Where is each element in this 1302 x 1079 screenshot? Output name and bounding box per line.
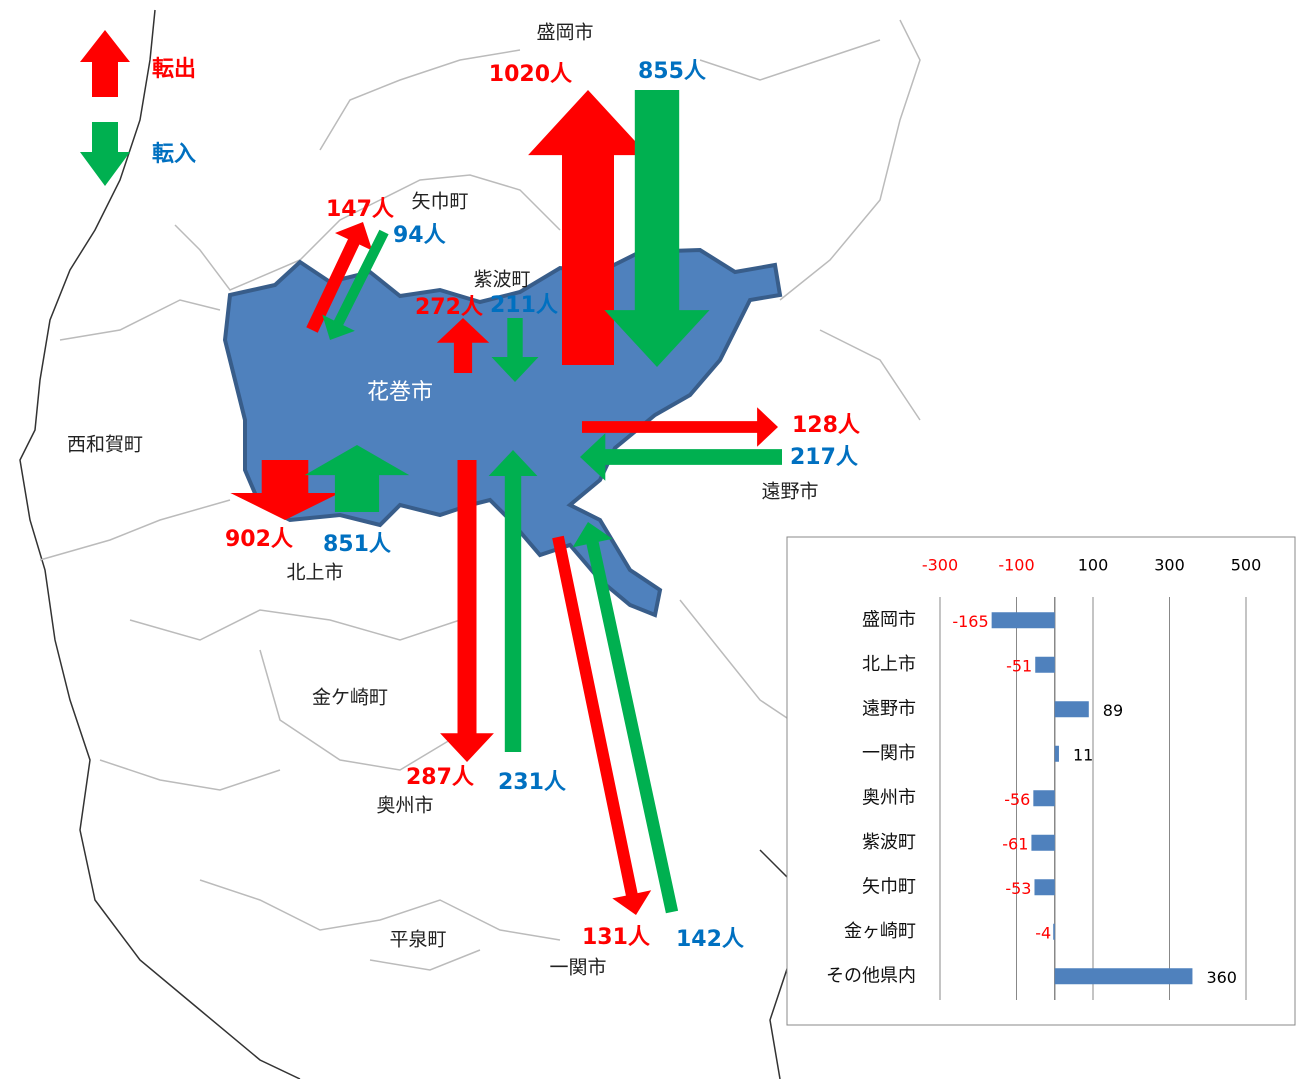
bar	[991, 612, 1055, 629]
out-label: 1020人	[489, 62, 572, 87]
value-label: 89	[1103, 701, 1123, 720]
x-tick-label: 300	[1154, 556, 1185, 575]
place-name: 遠野市	[761, 481, 818, 503]
out-label: 902人	[225, 527, 293, 552]
category-label: 遠野市	[862, 698, 916, 719]
value-label: -56	[1004, 790, 1030, 809]
value-label: -51	[1006, 656, 1032, 675]
out-label: 147人	[326, 197, 394, 222]
x-tick-label: 100	[1078, 556, 1109, 575]
in-label: 851人	[323, 532, 391, 557]
bar-chart: -300 -100 100 300 500 盛岡市 -165 北上市 -51 遠野市 89 一関市 11…	[826, 556, 1262, 1000]
legend-out-arrow	[80, 30, 130, 97]
bar	[1035, 656, 1055, 673]
bar	[1054, 745, 1059, 762]
x-tick-label: 500	[1231, 556, 1262, 575]
x-tick-label: -100	[998, 556, 1034, 575]
x-tick-label: -300	[922, 556, 958, 575]
in-arrow	[304, 445, 410, 512]
category-label: 盛岡市	[862, 609, 916, 630]
out-label: 272人	[415, 295, 483, 320]
value-label: -4	[1035, 923, 1051, 942]
boundaries	[19, 9, 921, 1079]
in-label: 94人	[393, 223, 446, 248]
in-arrow	[491, 318, 539, 382]
in-label: 231人	[498, 770, 566, 795]
in-label: 855人	[638, 59, 706, 84]
out-label: 287人	[406, 765, 474, 790]
out-arrow	[436, 318, 490, 373]
in-label: 211人	[490, 293, 558, 318]
in-arrow	[580, 433, 782, 481]
bar	[1054, 968, 1193, 985]
in-arrow	[572, 522, 679, 914]
place-name: 盛岡市	[536, 22, 593, 44]
out-label: 131人	[582, 925, 650, 950]
value-label: 360	[1206, 968, 1237, 987]
category-label: 奥州市	[862, 787, 916, 808]
category-label: 一関市	[862, 743, 916, 764]
place-name: 紫波町	[473, 269, 530, 291]
place-name: 北上市	[286, 562, 343, 584]
category-label: その他県内	[826, 965, 916, 986]
in-arrow	[488, 450, 538, 752]
place-name: 奥州市	[376, 795, 433, 817]
bar	[1054, 701, 1089, 718]
legend-in-arrow	[80, 122, 130, 186]
place-name: 矢巾町	[411, 191, 468, 213]
out-arrow	[528, 90, 648, 365]
out-arrow	[552, 535, 652, 915]
bar	[1034, 879, 1055, 896]
out-arrow	[230, 460, 340, 520]
value-label: 11	[1073, 745, 1093, 764]
in-arrow	[322, 229, 389, 340]
value-label: -61	[1002, 834, 1028, 853]
in-label: 142人	[676, 927, 744, 952]
category-label: 矢巾町	[862, 876, 916, 897]
out-label: 128人	[792, 413, 860, 438]
value-label: -53	[1005, 879, 1031, 898]
legend-in-label: 転入	[152, 141, 196, 167]
bar	[1031, 834, 1055, 851]
in-arrow	[604, 90, 710, 367]
legend: 転出 転入	[80, 30, 196, 186]
city-name: 花巻市	[367, 380, 433, 405]
category-label: 紫波町	[862, 832, 916, 853]
place-name: 平泉町	[389, 929, 446, 951]
out-arrow	[440, 460, 494, 762]
in-label: 217人	[790, 445, 858, 470]
legend-out-label: 転出	[152, 56, 196, 82]
out-arrow	[582, 407, 778, 447]
bar	[1053, 923, 1055, 940]
place-name: 西和賀町	[67, 434, 143, 456]
value-label: -165	[952, 612, 988, 631]
category-label: 金ヶ崎町	[844, 921, 916, 942]
place-name: 一関市	[549, 957, 606, 979]
category-label: 北上市	[862, 654, 916, 675]
place-name: 金ケ崎町	[312, 687, 388, 709]
bar	[1033, 790, 1055, 807]
out-arrow	[306, 222, 373, 333]
